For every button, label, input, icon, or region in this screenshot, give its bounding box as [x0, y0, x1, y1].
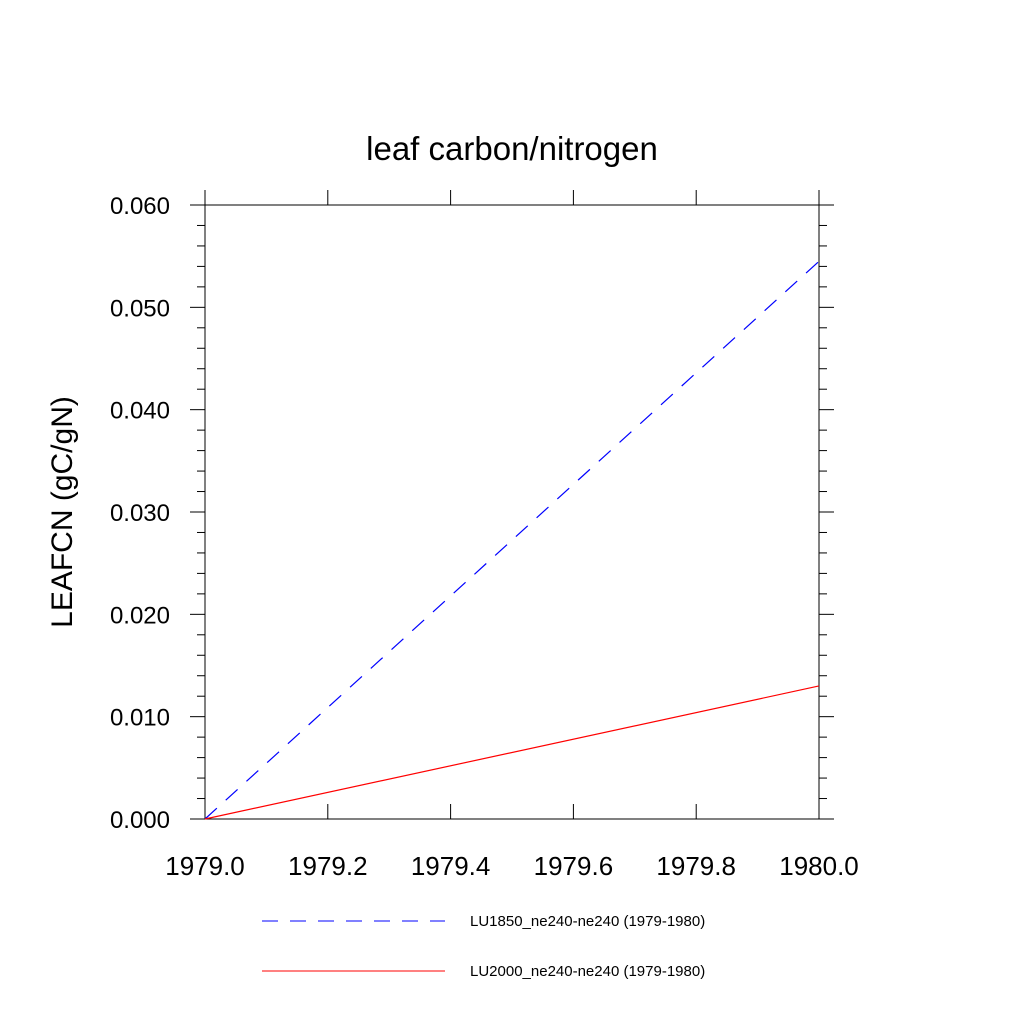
y-tick-label: 0.050 [110, 295, 170, 322]
legend-label-2: LU2000_ne240-ne240 (1979-1980) [470, 963, 705, 980]
plot-frame [204, 204, 820, 820]
x-tick-label: 1979.2 [288, 851, 368, 881]
y-axis-label: LEAFCN (gC/gN) [46, 396, 79, 628]
y-tick-label: 0.040 [110, 398, 170, 425]
legend: LU1850_ne240-ne240 (1979-1980) LU2000_ne2… [262, 913, 705, 980]
y-tick-label: 0.020 [110, 602, 170, 629]
y-tick-label: 0.010 [110, 705, 170, 732]
legend-label-1: LU1850_ne240-ne240 (1979-1980) [470, 913, 705, 930]
x-tick-label: 1979.0 [165, 851, 245, 881]
y-tick-label: 0.000 [110, 807, 170, 834]
plot-area: 1979.0 1979.2 1979.4 1979.6 1979.8 1980.0 0.00… [110, 190, 859, 881]
series-line-1 [204, 260, 820, 820]
y-tick-label: 0.030 [110, 500, 170, 527]
x-tick-label: 1980.0 [779, 851, 859, 881]
chart-title: leaf carbon/nitrogen [366, 130, 658, 167]
x-tick-label: 1979.6 [534, 851, 614, 881]
x-tick-label: 1979.4 [411, 851, 491, 881]
y-tick-label: 0.060 [110, 193, 170, 220]
series-line-2 [204, 685, 820, 820]
x-tick-label: 1979.8 [656, 851, 736, 881]
